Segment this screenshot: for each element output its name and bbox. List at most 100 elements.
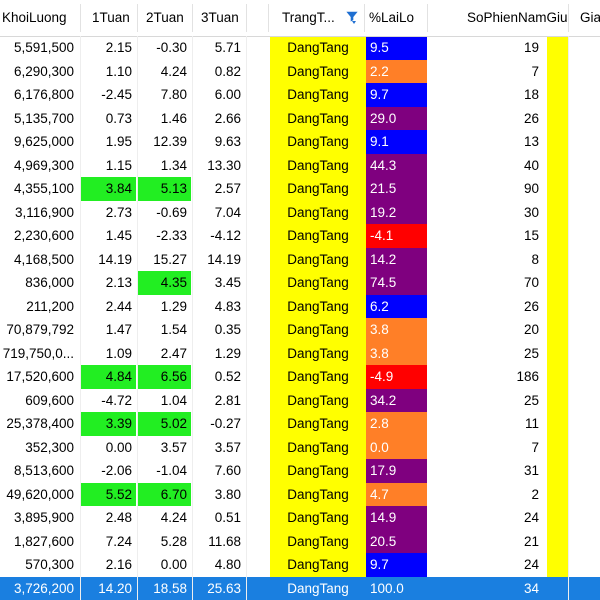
table-row[interactable]: 17,520,600 4.84 6.56 0.52 DangTang -4.9 186 xyxy=(0,365,600,389)
cell-trangthai: DangTang xyxy=(287,533,349,549)
column-gridline xyxy=(80,36,81,600)
grid-header: KhoiLuong 1Tuan 2Tuan 3Tuan TrangT... %L… xyxy=(0,0,600,37)
header-divider[interactable] xyxy=(80,4,81,32)
header-divider[interactable] xyxy=(246,4,247,32)
table-row[interactable]: 6,176,800 -2.45 7.80 6.00 DangTang 9.7 18 xyxy=(0,83,600,107)
header-divider[interactable] xyxy=(268,4,269,32)
cell-3tuan: 2.57 xyxy=(214,181,241,196)
table-row[interactable]: 70,879,792 1.47 1.54 0.35 DangTang 3.8 20 xyxy=(0,318,600,342)
cell-khoiluong: 6,290,300 xyxy=(13,63,74,79)
header-lailo[interactable]: %LaiLo xyxy=(369,10,415,25)
cell-1tuan: 1.15 xyxy=(105,157,132,173)
cell-trangthai: DangTang xyxy=(287,486,349,502)
cell-spacer xyxy=(248,130,268,154)
cell-3tuan: 14.19 xyxy=(207,251,241,267)
header-divider[interactable] xyxy=(568,4,569,32)
cell-2tuan: 6.70 xyxy=(137,482,191,506)
table-row[interactable]: 2,230,600 1.45 -2.33 -4.12 DangTang -4.1 15 xyxy=(0,224,600,248)
header-gia[interactable]: Gia xyxy=(580,10,600,25)
cell-lailo: 74.5 xyxy=(366,271,427,295)
header-divider[interactable] xyxy=(427,4,428,32)
cell-3tuan: 1.29 xyxy=(214,345,241,361)
cell-3tuan: -4.12 xyxy=(210,228,241,243)
cell-1tuan: 2.48 xyxy=(105,510,132,525)
header-2tuan[interactable]: 2Tuan xyxy=(146,10,184,25)
cell-3tuan: 2.66 xyxy=(214,110,241,126)
table-row[interactable]: 4,969,300 1.15 1.34 13.30 DangTang 44.3 40 xyxy=(0,153,600,177)
cell-2tuan: -0.30 xyxy=(156,40,187,55)
cell-spacer xyxy=(248,342,268,366)
table-row[interactable]: 836,000 2.13 4.35 3.45 DangTang 74.5 70 xyxy=(0,271,600,295)
cell-spacer xyxy=(248,248,268,272)
cell-1tuan: 1.47 xyxy=(105,322,132,337)
table-row[interactable]: 4,168,500 14.19 15.27 14.19 DangTang 14.2 8 xyxy=(0,247,600,272)
table-row[interactable]: 9,625,000 1.95 12.39 9.63 DangTang 9.1 13 xyxy=(0,130,600,154)
cell-trangthai: DangTang xyxy=(287,510,349,525)
cell-highlight xyxy=(547,318,568,342)
cell-trangthai: DangTang xyxy=(287,134,349,149)
cell-1tuan: 14.20 xyxy=(98,580,132,596)
cell-3tuan: 11.68 xyxy=(208,533,241,549)
cell-1tuan: -4.72 xyxy=(101,392,132,408)
table-row[interactable]: 211,200 2.44 1.29 4.83 DangTang 6.2 26 xyxy=(0,294,600,318)
cell-2tuan: 1.04 xyxy=(160,392,187,408)
cell-highlight xyxy=(547,341,568,365)
cell-2tuan: 1.34 xyxy=(160,157,187,173)
header-1tuan[interactable]: 1Tuan xyxy=(92,10,130,25)
cell-1tuan: 5.52 xyxy=(80,482,136,506)
cell-trangthai: DangTang xyxy=(287,439,349,455)
cell-3tuan: 3.80 xyxy=(214,486,241,502)
cell-khoiluong: 2,230,600 xyxy=(13,228,74,243)
trangthai-column-background xyxy=(270,30,368,600)
cell-3tuan: -0.27 xyxy=(210,416,241,431)
table-row-selected[interactable]: 3,726,20014.2018.5825.63...DangTang100.0… xyxy=(0,576,600,600)
cell-trangthai: DangTang xyxy=(287,110,349,126)
cell-2tuan: 3.57 xyxy=(160,439,187,455)
table-row[interactable]: 4,355,100 3.84 5.13 2.57 DangTang 21.5 90 xyxy=(0,177,600,201)
table-row[interactable]: 1,827,600 7.24 5.28 11.68 DangTang 20.5 21 xyxy=(0,529,600,553)
cell-sophiennamgiu: 24 xyxy=(523,557,539,572)
table-row[interactable]: 25,378,400 3.39 5.02 -0.27 DangTang 2.8 11 xyxy=(0,412,600,436)
cell-spacer xyxy=(248,201,268,225)
cell-khoiluong: 719,750,0... xyxy=(2,345,74,361)
table-row[interactable]: 3,116,900 2.73 -0.69 7.04 DangTang 19.2 30 xyxy=(0,200,600,225)
cell-lailo: 19.2 xyxy=(366,200,427,224)
header-trangthai[interactable]: TrangT... xyxy=(282,10,335,25)
cell-lailo: 6.2 xyxy=(366,294,427,318)
table-row[interactable]: 3,895,900 2.48 4.24 0.51 DangTang 14.9 24 xyxy=(0,506,600,530)
table-row[interactable]: 5,135,700 0.73 1.46 2.66 DangTang 29.0 26 xyxy=(0,106,600,130)
cell-3tuan: 0.35 xyxy=(214,322,241,337)
table-row[interactable]: 609,600 -4.72 1.04 2.81 DangTang 34.2 25 xyxy=(0,388,600,412)
header-sophiennamgiu[interactable]: SoPhienNamGiu xyxy=(467,10,567,25)
header-divider[interactable] xyxy=(364,4,365,32)
cell-3tuan: 7.60 xyxy=(214,463,241,478)
table-row[interactable]: 352,300 0.00 3.57 3.57 DangTang 0.0 7 xyxy=(0,435,600,459)
table-row[interactable]: 49,620,000 5.52 6.70 3.80 DangTang 4.7 2 xyxy=(0,482,600,506)
cell-trangthai: DangTang xyxy=(287,275,349,290)
table-row[interactable]: 6,290,300 1.10 4.24 0.82 DangTang 2.2 7 xyxy=(0,59,600,83)
header-divider[interactable] xyxy=(192,4,193,32)
cell-spacer xyxy=(248,83,268,107)
cell-2tuan: 5.28 xyxy=(160,533,187,549)
table-row[interactable]: 719,750,0... 1.09 2.47 1.29 DangTang 3.8 25 xyxy=(0,341,600,366)
cell-trangthai: DangTang xyxy=(287,416,349,431)
cell-sophiennamgiu: 2 xyxy=(531,486,539,502)
cell-highlight xyxy=(547,388,568,412)
table-row[interactable]: 5,591,500 2.15 -0.30 5.71 DangTang 9.5 19 xyxy=(0,36,600,60)
filter-sort-icon[interactable] xyxy=(346,11,358,25)
table-row[interactable]: 570,300 2.16 0.00 4.80 DangTang 9.7 24 xyxy=(0,553,600,577)
header-khoiluong[interactable]: KhoiLuong xyxy=(2,10,67,25)
cell-2tuan: 1.46 xyxy=(160,110,187,126)
cell-khoiluong: 70,879,792 xyxy=(6,322,74,337)
header-3tuan[interactable]: 3Tuan xyxy=(201,10,239,25)
table-row[interactable]: 8,513,600 -2.06 -1.04 7.60 DangTang 17.9 31 xyxy=(0,459,600,483)
cell-2tuan: 4.24 xyxy=(160,510,187,525)
cell-trangthai: DangTang xyxy=(287,322,349,337)
header-divider[interactable] xyxy=(137,4,138,32)
cell-highlight xyxy=(547,365,568,389)
cell-2tuan: 5.02 xyxy=(137,412,191,436)
cell-3tuan: 3.57 xyxy=(214,439,241,455)
cell-1tuan: 0.73 xyxy=(105,110,132,126)
cell-khoiluong: 352,300 xyxy=(25,439,74,455)
